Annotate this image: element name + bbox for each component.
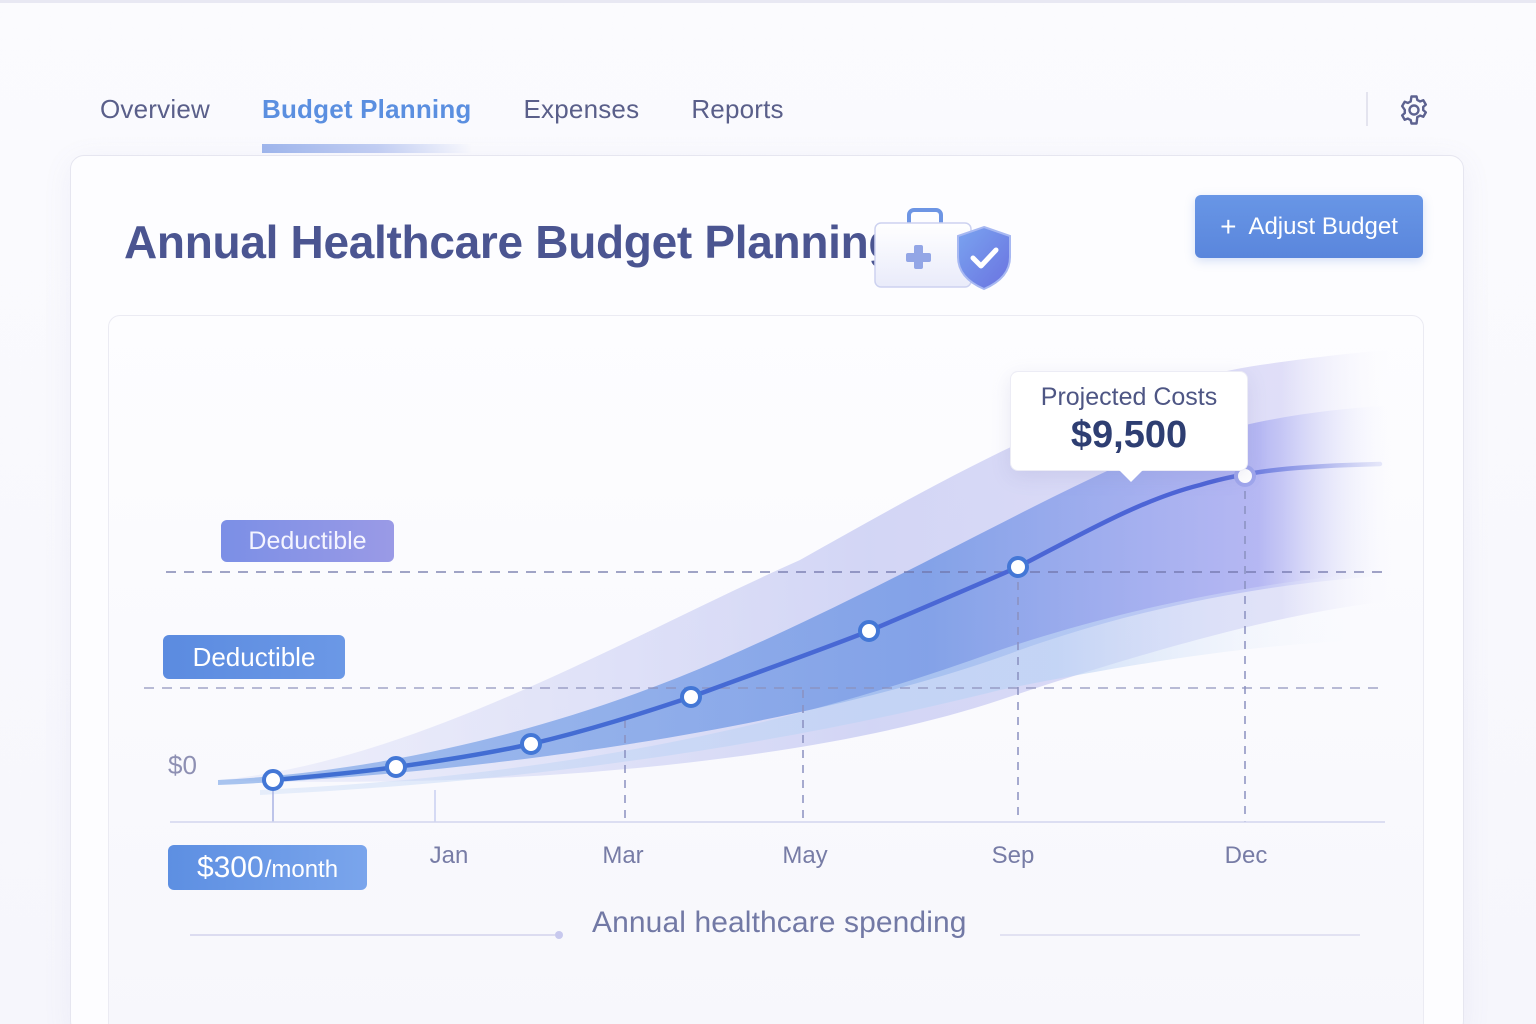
tab-overview[interactable]: Overview [100,94,210,124]
chart-legend-label: Annual healthcare spending [592,906,967,939]
tooltip-label: Projected Costs [1040,383,1218,411]
data-point[interactable] [385,756,407,778]
page-title: Annual Healthcare Budget Planning [124,216,897,268]
legend-dot [555,931,563,939]
data-points [262,556,1029,791]
y-axis-zero-label: $0 [168,750,197,780]
data-point[interactable] [680,686,702,708]
plus-icon: + [1220,210,1237,242]
data-point[interactable] [858,620,880,642]
monthly-amount: $300 [196,850,264,884]
deductible-upper-badge: Deductible [221,520,394,562]
toolbar-divider [1366,92,1368,126]
tab-reports[interactable]: Reports [691,94,784,124]
data-point[interactable] [520,733,542,755]
adjust-budget-button[interactable]: + Adjust Budget [1195,195,1423,258]
data-point[interactable] [262,769,284,791]
projected-costs-tooltip: Projected Costs $9,500 [1010,371,1248,482]
medical-kit-shield-icon [872,205,1022,295]
x-tick-mar: Mar [602,842,644,869]
x-tick-dec: Dec [1224,842,1268,869]
tab-budget-planning[interactable]: Budget Planning [261,88,472,154]
deductible-lower-badge: Deductible [163,635,345,679]
inner-confidence-band [218,405,1400,785]
settings-button[interactable] [1396,92,1432,128]
tab-expenses[interactable]: Expenses [523,94,640,124]
tooltip-value: $9,500 [1070,414,1188,456]
x-tick-jan: Jan [429,842,469,869]
gear-icon [1400,95,1428,125]
x-tick-may: May [782,842,828,869]
x-tick-sep: Sep [991,842,1035,869]
projected-costs-line [270,461,1383,783]
lower-range-band [260,570,1400,795]
data-point[interactable] [1007,556,1029,578]
monthly-amount-badge: $300 /month [168,845,367,890]
nav-tabs: Overview Budget Planning Expenses Report… [100,88,836,154]
monthly-unit: /month [264,855,339,883]
adjust-budget-label: Adjust Budget [1248,212,1398,240]
